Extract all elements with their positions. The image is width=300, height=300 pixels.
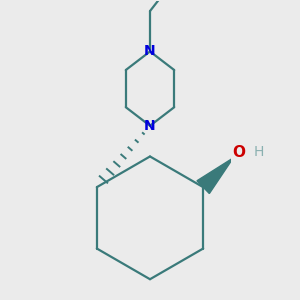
Text: N: N xyxy=(144,44,156,58)
Text: O: O xyxy=(232,145,246,160)
Text: H: H xyxy=(253,145,264,159)
Text: N: N xyxy=(144,119,156,133)
Polygon shape xyxy=(197,158,233,194)
